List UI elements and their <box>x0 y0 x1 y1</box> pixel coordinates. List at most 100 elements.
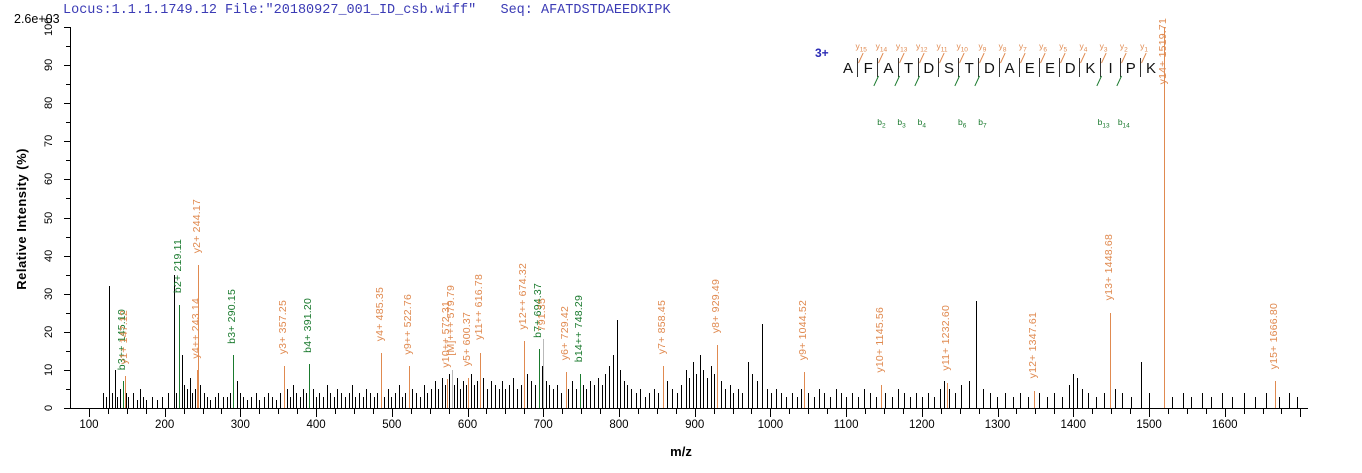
spectrum-peak <box>456 377 458 408</box>
x-axis-minor-tick <box>713 408 715 414</box>
y-axis-minor-tick <box>66 350 70 352</box>
x-axis-minor-tick <box>1186 408 1188 414</box>
annotated-peak <box>1163 27 1165 408</box>
spectrum-peak <box>733 392 735 408</box>
y-ion-ladder-label: y6 <box>1039 41 1047 54</box>
spectrum-peak <box>921 396 923 408</box>
spectrum-peak <box>619 369 621 408</box>
spectrum-peak <box>1130 396 1132 408</box>
x-axis-tick-label: 800 <box>609 419 629 431</box>
spectrum-peak <box>136 400 138 408</box>
y-axis-title: Relative Intensity (%) <box>14 148 29 290</box>
spectrum-peak <box>337 388 339 408</box>
x-axis-minor-tick <box>486 408 488 414</box>
x-axis-minor-tick <box>448 408 450 414</box>
b-ion-ladder-label: b14 <box>1117 117 1130 130</box>
y-axis-minor-tick <box>66 312 70 314</box>
x-axis-title: m/z <box>670 444 692 459</box>
spectrum-peak <box>505 388 507 408</box>
annotated-peak <box>283 366 285 408</box>
x-axis-tick-label: 500 <box>382 419 402 431</box>
x-axis-minor-tick <box>581 408 583 414</box>
annotated-peak <box>123 381 125 408</box>
spectrum-peak <box>111 392 113 408</box>
spectrum-peak <box>996 396 998 408</box>
spectrum-peak <box>214 396 216 408</box>
b-ion-ladder-label: b7 <box>978 117 987 130</box>
b-ion-cleavage-tick <box>954 75 961 87</box>
annotated-peak <box>380 352 382 408</box>
annotated-peak <box>124 375 126 408</box>
spectrum-peak <box>791 392 793 408</box>
annotated-peak <box>232 354 234 408</box>
spectrum-peak <box>437 388 439 408</box>
annotated-peak <box>804 371 806 408</box>
spectrum-peak <box>222 396 224 408</box>
x-axis-minor-tick <box>1243 408 1245 414</box>
peak-annotation-label: b4+ 391.20 <box>302 298 315 354</box>
spectrum-peak <box>373 396 375 408</box>
spectrum-peak <box>762 324 764 408</box>
x-axis-minor-tick <box>808 408 810 414</box>
peak-annotation-label: [M]+++ 579.79 <box>445 285 458 356</box>
residue-divider <box>857 58 859 77</box>
peak-annotation-label: y11++ 616.78 <box>473 274 486 341</box>
residue-divider <box>1079 58 1081 77</box>
x-axis-minor-tick <box>297 408 299 414</box>
spectrum-peak <box>116 396 118 408</box>
x-axis-minor-tick <box>1054 408 1056 414</box>
spectrum-peak <box>259 400 261 408</box>
spectrum-peak <box>227 396 229 408</box>
y-axis-tick-label: 0 <box>43 404 55 412</box>
sequence-residue: K <box>1145 60 1156 77</box>
spectrum-peak <box>1005 392 1007 408</box>
x-axis-major-tick <box>1148 408 1150 417</box>
x-axis-major-tick <box>467 408 469 417</box>
peak-annotation-label: y1+ 147.12 <box>117 309 130 364</box>
residue-divider <box>938 58 939 77</box>
spectrum-peak <box>658 392 660 408</box>
spectrum-peak <box>401 396 403 408</box>
spectrum-peak <box>352 385 354 408</box>
y-ion-ladder-label: y7 <box>1018 41 1027 54</box>
spectrum-peak <box>272 396 274 408</box>
spectrum-peak <box>742 392 744 408</box>
b-ion-ladder-label: b4 <box>917 117 926 130</box>
spectrum-peak <box>649 392 651 408</box>
spectrum-peak <box>1122 392 1124 408</box>
spectrum-peak <box>553 388 555 408</box>
x-axis-tick-label: 200 <box>155 419 175 431</box>
spectrum-peak <box>737 388 739 408</box>
spectrum-peak <box>721 381 723 408</box>
spectrum-peak <box>729 385 731 408</box>
spectrum-peak <box>830 396 832 408</box>
spectrum-peak <box>1232 396 1234 408</box>
peak-annotation-label: y13+ 1448.68 <box>1103 234 1116 301</box>
x-axis-minor-tick <box>562 408 564 414</box>
spectrum-peak <box>391 396 393 408</box>
x-axis-major-tick <box>391 408 393 417</box>
annotated-peak <box>1033 390 1035 408</box>
spectrum-peak <box>1114 388 1116 408</box>
y-ion-ladder-label: y2 <box>1119 41 1128 54</box>
y-ion-ladder-label: y1 <box>1140 41 1148 54</box>
spectrum-peak <box>1054 392 1056 408</box>
spectrum-peak <box>961 385 963 408</box>
spectrum-peak <box>549 385 551 408</box>
spectrum-peak <box>363 396 365 408</box>
x-axis-minor-tick <box>335 408 336 414</box>
spectrum-peak <box>689 377 691 408</box>
spectrum-peak <box>609 366 611 408</box>
spectrum-peak <box>388 388 390 408</box>
b-ion-ladder-label: b13 <box>1097 117 1110 130</box>
x-axis-minor-tick <box>656 408 658 414</box>
x-axis-tick-label: 1400 <box>1060 419 1087 431</box>
spectrum-peak <box>512 377 514 408</box>
y-ion-ladder-label: y10 <box>956 41 968 54</box>
annotated-peak <box>467 377 469 408</box>
spectrum-peak <box>143 396 145 408</box>
spectrum-peak <box>239 392 241 408</box>
spectrum-peak <box>1088 392 1090 408</box>
spectrum-peak <box>671 388 673 408</box>
spectrum-peak <box>1221 392 1223 408</box>
